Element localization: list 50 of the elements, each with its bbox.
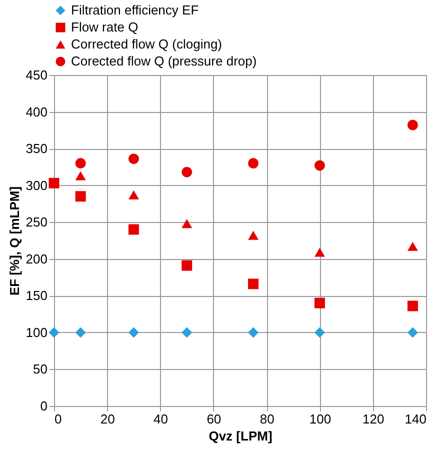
point xyxy=(314,160,325,171)
y-tick-label: 0 xyxy=(40,398,48,414)
legend-label: Corrected flow Q (cloging) xyxy=(71,36,222,52)
legend-label: Flow rate Q xyxy=(71,20,138,34)
point xyxy=(75,171,86,180)
x-tick-label: 60 xyxy=(206,412,222,426)
point xyxy=(407,242,418,251)
point xyxy=(248,230,259,240)
point xyxy=(128,154,139,164)
point xyxy=(182,219,192,228)
x-tick-label: 0 xyxy=(54,412,62,426)
y-axis-title: EF [%], Q [mLPM] xyxy=(6,186,22,296)
point xyxy=(182,166,192,178)
point xyxy=(128,327,139,338)
point xyxy=(407,327,418,338)
point xyxy=(75,191,86,202)
y-tick-label: 150 xyxy=(26,288,48,304)
point xyxy=(182,327,192,338)
point xyxy=(75,327,86,338)
point xyxy=(314,298,325,308)
y-tick-label: 300 xyxy=(26,178,48,193)
legend-label: Corected flow Q (pressure drop) xyxy=(71,54,257,68)
y-tick-label: 400 xyxy=(26,104,48,120)
point xyxy=(128,224,139,235)
legend-label: Filtration efficiency EF xyxy=(71,2,199,18)
point xyxy=(407,120,418,130)
y-tick-label: 100 xyxy=(26,324,48,340)
point xyxy=(248,278,259,290)
point xyxy=(248,327,259,338)
y-tick-label: 350 xyxy=(26,141,48,156)
x-tick-label: 140 xyxy=(404,412,426,426)
x-tick-label: 40 xyxy=(154,412,168,426)
point xyxy=(128,190,139,200)
point xyxy=(314,327,325,338)
x-axis-title: Qvz [LPM] xyxy=(208,428,272,444)
point xyxy=(314,248,325,257)
point xyxy=(48,327,60,338)
point xyxy=(407,300,418,312)
x-tick-label: 120 xyxy=(362,412,384,426)
x-tick-label: 100 xyxy=(309,412,332,426)
y-tick-label: 250 xyxy=(26,214,48,230)
point xyxy=(75,158,86,168)
point xyxy=(182,260,192,271)
y-tick-label: 450 xyxy=(26,68,48,82)
y-tick-label: 200 xyxy=(26,251,48,266)
x-tick-label: 80 xyxy=(260,412,274,426)
point xyxy=(48,178,60,188)
y-tick-label: 50 xyxy=(33,362,48,377)
x-tick-label: 20 xyxy=(100,412,115,426)
point xyxy=(248,158,259,168)
